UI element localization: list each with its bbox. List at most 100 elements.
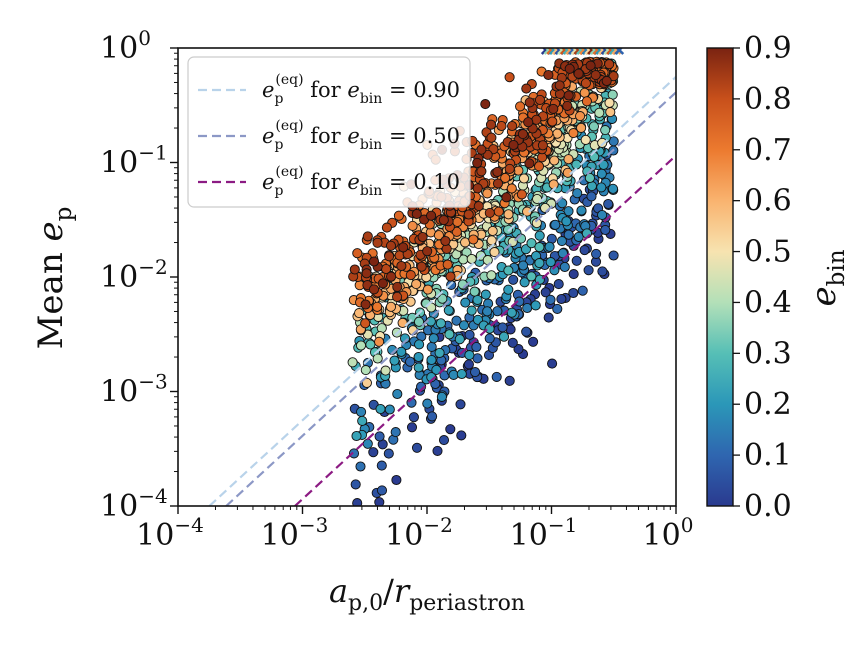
scatter-point bbox=[497, 322, 508, 333]
legend-ep-sup: (eq) bbox=[275, 118, 303, 134]
scatter-point bbox=[390, 427, 401, 438]
scatter-point bbox=[392, 291, 403, 302]
scatter-point bbox=[547, 116, 558, 127]
scatter-point bbox=[590, 70, 601, 81]
scatter-point bbox=[522, 206, 533, 217]
legend-ebin-sub: bin bbox=[360, 91, 382, 107]
scatter-point bbox=[411, 442, 423, 453]
x-tick-label-exp: 0 bbox=[681, 513, 694, 537]
scatter-point bbox=[470, 367, 481, 378]
scatter-point bbox=[405, 270, 416, 281]
scatter-point bbox=[506, 183, 517, 194]
scatter-point bbox=[385, 301, 397, 312]
legend-ebin: e bbox=[347, 78, 359, 102]
scatter-point bbox=[545, 294, 556, 305]
scatter-point bbox=[580, 134, 591, 145]
y-tick-label-exp: −3 bbox=[138, 370, 167, 394]
scatter-point bbox=[389, 355, 400, 366]
scatter-point bbox=[571, 159, 582, 170]
scatter-point bbox=[428, 333, 439, 344]
scatter-point bbox=[422, 246, 433, 257]
colorbar-tick-label: 0.1 bbox=[744, 438, 792, 473]
scatter-point bbox=[368, 284, 380, 295]
scatter-point bbox=[376, 460, 387, 471]
scatter-point bbox=[522, 302, 533, 314]
scatter-point bbox=[591, 248, 602, 259]
x-axis-label-part: r bbox=[394, 572, 411, 610]
scatter-point bbox=[385, 240, 397, 251]
colorbar-tick-label: 0.0 bbox=[744, 489, 792, 524]
y-tick-label-exp: −1 bbox=[138, 141, 167, 165]
scatter-point bbox=[604, 59, 615, 70]
scatter-point bbox=[503, 209, 514, 220]
y-tick-label-base: 10 bbox=[100, 375, 138, 410]
scatter-point bbox=[493, 206, 504, 217]
scatter-point bbox=[550, 219, 561, 230]
scatter-point bbox=[472, 183, 483, 194]
scatter-point bbox=[381, 222, 392, 233]
scatter-point bbox=[434, 347, 445, 358]
legend-ep: e bbox=[262, 170, 274, 194]
scatter-point bbox=[563, 90, 574, 101]
legend-ebin-sub: bin bbox=[360, 137, 382, 153]
scatter-point bbox=[543, 312, 554, 323]
scatter-point bbox=[503, 265, 514, 276]
scatter-point bbox=[544, 241, 555, 252]
y-tick-label: 10−4 bbox=[100, 484, 168, 524]
x-axis-label-part: p,0 bbox=[348, 591, 383, 616]
scatter-point bbox=[543, 69, 554, 81]
scatter-point bbox=[455, 399, 466, 410]
legend-ep-sup: (eq) bbox=[275, 72, 303, 88]
y-tick-label: 10−3 bbox=[100, 370, 168, 410]
scatter-point bbox=[489, 247, 500, 258]
scatter-point bbox=[559, 261, 570, 273]
scatter-point bbox=[571, 255, 582, 266]
colorbar-label-base: e bbox=[804, 286, 844, 306]
legend-value: = 0.10 bbox=[382, 170, 460, 194]
scatter-point bbox=[534, 94, 546, 105]
scatter-point bbox=[482, 306, 493, 317]
scatter-point bbox=[445, 271, 456, 282]
scatter-point bbox=[572, 188, 583, 199]
equilibrium-line-2 bbox=[294, 154, 676, 506]
scatter-point bbox=[360, 365, 371, 376]
scatter-point bbox=[355, 340, 367, 351]
scatter-point bbox=[531, 218, 542, 229]
scatter-point bbox=[549, 265, 560, 276]
scatter-point bbox=[360, 318, 371, 329]
scatter-point bbox=[377, 278, 388, 289]
scatter-point bbox=[473, 201, 484, 212]
y-tick-label: 10−2 bbox=[100, 255, 168, 295]
legend-for: for bbox=[304, 124, 348, 148]
y-tick-label-exp: −4 bbox=[138, 484, 167, 508]
scatter-point bbox=[517, 129, 528, 140]
scatter-point bbox=[426, 341, 437, 352]
colorbar-tick-label: 0.9 bbox=[744, 31, 792, 66]
scatter-point bbox=[413, 362, 424, 373]
scatter-point bbox=[548, 179, 559, 190]
scatter-point bbox=[486, 235, 497, 246]
scatter-point bbox=[487, 225, 498, 237]
legend-box bbox=[187, 56, 471, 208]
scatter-point bbox=[426, 354, 437, 366]
scatter-point bbox=[526, 238, 537, 249]
scatter-point bbox=[556, 236, 567, 247]
x-tick-label: 10−4 bbox=[136, 513, 204, 553]
scatter-point bbox=[568, 287, 579, 299]
scatter-point bbox=[350, 479, 361, 490]
scatter-point bbox=[518, 260, 529, 271]
scatter-point bbox=[601, 75, 612, 87]
scatter-point bbox=[583, 265, 594, 276]
scatter-point bbox=[504, 163, 515, 174]
scatter-point bbox=[413, 351, 424, 363]
colorbar-tick-label: 0.3 bbox=[744, 336, 792, 371]
scatter-point bbox=[485, 119, 497, 130]
x-tick-label-base: 10 bbox=[643, 518, 681, 553]
scatter-point bbox=[548, 103, 559, 114]
y-axis-label-part: e bbox=[31, 221, 71, 241]
scatter-point bbox=[386, 271, 397, 282]
scatter-point bbox=[533, 161, 545, 172]
scatter-point bbox=[356, 406, 367, 417]
scatter-point bbox=[361, 377, 372, 388]
scatter-point bbox=[398, 242, 409, 253]
